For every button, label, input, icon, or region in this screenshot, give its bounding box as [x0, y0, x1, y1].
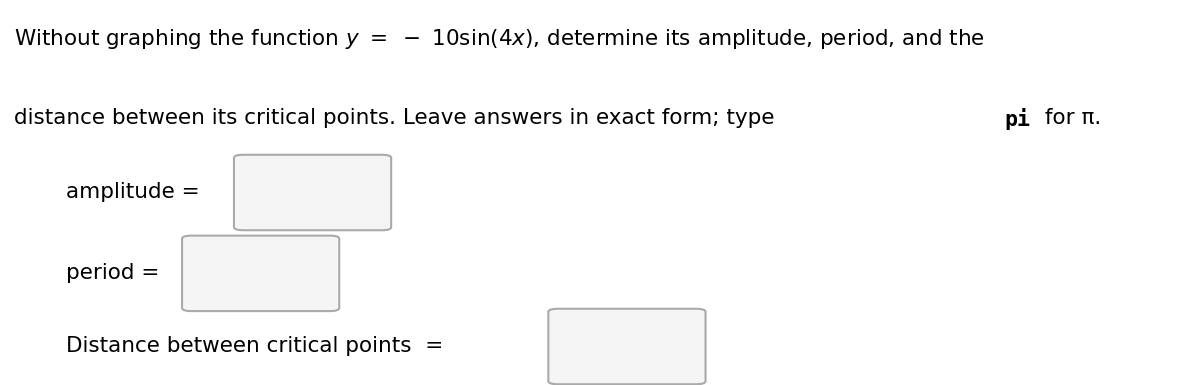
Text: amplitude =: amplitude = [66, 182, 199, 203]
FancyBboxPatch shape [548, 309, 706, 384]
FancyBboxPatch shape [234, 155, 391, 230]
Text: Distance between critical points  =: Distance between critical points = [66, 336, 443, 357]
Text: for π.: for π. [1038, 108, 1102, 128]
FancyBboxPatch shape [182, 236, 340, 311]
Text: distance between its critical points. Leave answers in exact form; type: distance between its critical points. Le… [14, 108, 781, 128]
Text: period =: period = [66, 263, 160, 283]
Text: pi: pi [1004, 108, 1031, 130]
Text: Without graphing the function $y\ =\ -\ 10\sin(4x)$, determine its amplitude, pe: Without graphing the function $y\ =\ -\ … [14, 27, 985, 51]
